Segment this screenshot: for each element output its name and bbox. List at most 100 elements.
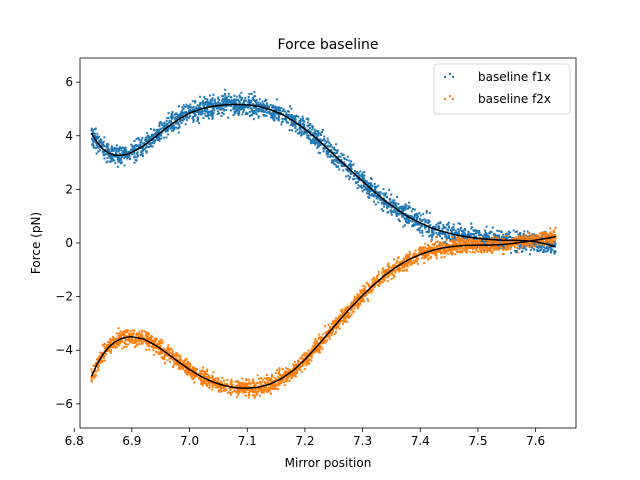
- data-point: [269, 386, 272, 388]
- data-point: [274, 372, 277, 375]
- data-point: [413, 262, 416, 265]
- data-point: [232, 101, 235, 104]
- data-point: [545, 238, 548, 241]
- data-point: [209, 113, 212, 116]
- data-point: [376, 275, 379, 278]
- data-point: [184, 359, 187, 362]
- data-point: [357, 173, 360, 176]
- data-point: [331, 146, 334, 149]
- data-point: [116, 344, 119, 346]
- data-point: [537, 247, 540, 249]
- data-point: [399, 261, 402, 264]
- data-point: [464, 233, 467, 236]
- data-point: [533, 235, 536, 238]
- data-point: [313, 351, 316, 354]
- data-point: [357, 175, 360, 178]
- data-point: [331, 328, 334, 331]
- data-point: [344, 157, 346, 160]
- data-point: [214, 380, 217, 383]
- data-point: [348, 178, 351, 181]
- data-point: [334, 152, 337, 155]
- data-point: [486, 251, 489, 253]
- data-point: [335, 327, 338, 330]
- data-point: [362, 285, 365, 287]
- data-point: [259, 103, 262, 106]
- data-point: [475, 241, 478, 244]
- data-point: [554, 236, 557, 239]
- data-point: [123, 330, 126, 333]
- data-point: [401, 214, 404, 217]
- data-point: [480, 238, 483, 241]
- data-point: [474, 243, 477, 246]
- data-point: [315, 339, 318, 342]
- data-point: [217, 96, 220, 99]
- data-point: [465, 240, 468, 243]
- data-point: [177, 122, 180, 125]
- data-point: [471, 226, 473, 229]
- data-point: [473, 240, 476, 243]
- data-point: [381, 271, 383, 274]
- data-point: [306, 124, 309, 127]
- data-point: [303, 131, 306, 134]
- data-point: [435, 236, 438, 239]
- data-point: [141, 334, 144, 337]
- data-point: [303, 358, 306, 360]
- data-point: [524, 245, 527, 248]
- data-point: [377, 273, 380, 276]
- data-point: [184, 112, 187, 115]
- data-point: [365, 182, 368, 185]
- data-point: [500, 241, 503, 244]
- data-point: [530, 234, 533, 237]
- data-point: [314, 132, 316, 135]
- data-point: [407, 218, 410, 221]
- data-point: [97, 357, 100, 360]
- data-point: [308, 127, 311, 130]
- data-point: [554, 251, 557, 254]
- data-point: [118, 148, 120, 151]
- data-point: [260, 104, 262, 107]
- data-point: [158, 136, 161, 139]
- data-point: [271, 104, 274, 107]
- data-point: [158, 123, 161, 126]
- data-point: [361, 172, 364, 175]
- data-point: [444, 226, 447, 229]
- data-point: [413, 220, 416, 223]
- data-point: [470, 232, 473, 235]
- data-point: [203, 372, 206, 375]
- data-point: [411, 225, 414, 228]
- data-point: [180, 122, 183, 124]
- data-point: [478, 247, 481, 250]
- data-point: [90, 379, 93, 382]
- data-point: [237, 113, 240, 116]
- data-point: [237, 383, 240, 386]
- data-point: [316, 146, 319, 149]
- data-point: [308, 363, 311, 365]
- data-point: [497, 235, 500, 238]
- data-point: [540, 243, 543, 246]
- data-point: [459, 240, 462, 243]
- data-point: [211, 103, 213, 106]
- data-point: [540, 245, 543, 248]
- data-point: [385, 195, 388, 198]
- data-point: [242, 107, 245, 110]
- data-point: [264, 387, 267, 390]
- data-point: [254, 106, 256, 109]
- data-point: [534, 236, 537, 239]
- data-point: [119, 330, 122, 333]
- data-point: [486, 248, 489, 251]
- data-point: [457, 222, 460, 225]
- data-point: [241, 97, 243, 100]
- data-point: [523, 245, 526, 248]
- data-point: [130, 337, 133, 340]
- data-point: [173, 354, 176, 357]
- data-point: [393, 208, 396, 211]
- data-point: [440, 252, 443, 255]
- data-point: [175, 116, 178, 119]
- data-point: [132, 332, 135, 335]
- data-point: [140, 333, 143, 336]
- data-point: [199, 371, 202, 374]
- data-point: [266, 381, 269, 384]
- data-point: [152, 353, 155, 356]
- data-point: [454, 241, 456, 244]
- data-point: [337, 155, 340, 158]
